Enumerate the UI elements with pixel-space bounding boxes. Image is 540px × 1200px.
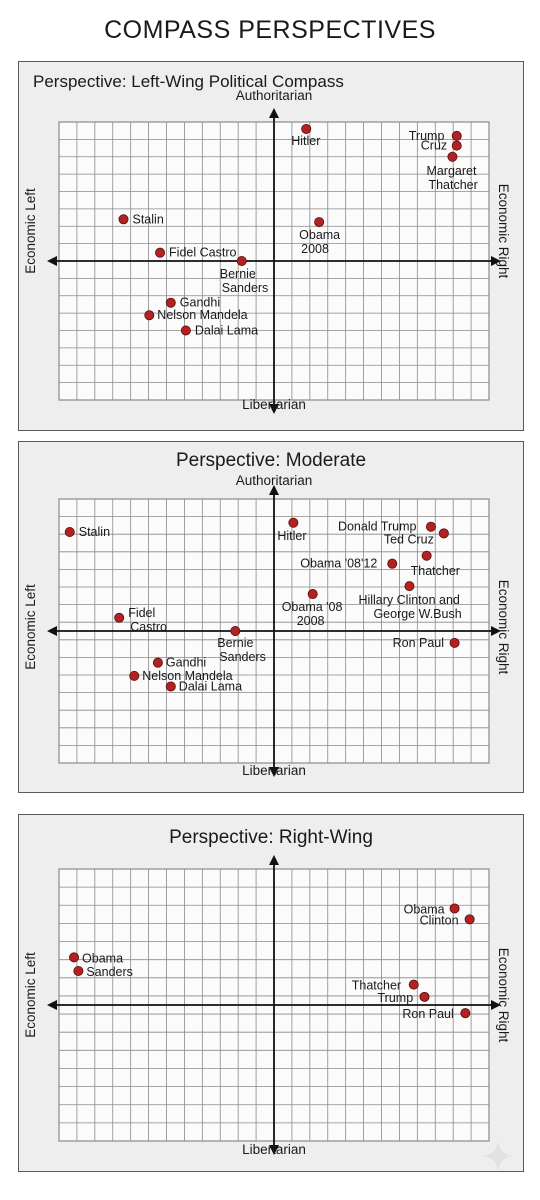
- point-label: Dalai Lama: [179, 679, 242, 693]
- data-point: [451, 140, 462, 151]
- compass-panel-left-wing: Perspective: Left-Wing Political Compass…: [18, 61, 524, 431]
- panel-title: Perspective: Right-Wing: [169, 827, 373, 848]
- axis-label-bottom: Libertarian: [242, 397, 306, 412]
- data-point: [152, 657, 163, 668]
- data-point: [64, 527, 75, 538]
- axes: [47, 855, 501, 1155]
- point-label: Fidel Castro: [128, 606, 167, 634]
- point-label: Gandhi: [166, 656, 206, 670]
- point-label: Dalai Lama: [195, 324, 258, 338]
- point-label: Clinton: [420, 913, 459, 927]
- point-label: Sanders: [86, 965, 133, 979]
- compass-chart-moderate: Authoritarian Libertarian Economic Left Eco…: [23, 473, 511, 778]
- point-label: Ron Paul: [402, 1007, 453, 1021]
- point-label: Stalin: [133, 212, 164, 226]
- data-point: [118, 214, 129, 225]
- data-point: [419, 991, 430, 1002]
- data-point: [230, 625, 241, 636]
- data-point: [451, 130, 462, 141]
- data-point: [438, 528, 449, 539]
- sparkle-icon: [482, 1140, 514, 1172]
- data-point: [421, 550, 432, 561]
- data-point: [464, 914, 475, 925]
- point-label: Thatcher: [352, 979, 401, 993]
- data-point: [449, 637, 460, 648]
- axis-label-right: Economic Right: [496, 580, 511, 675]
- point-label: Thatcher: [411, 564, 460, 578]
- panel-title: Perspective: Left-Wing Political Compass: [33, 72, 344, 91]
- axes: [47, 108, 501, 414]
- compass-chart-right-wing: Libertarian Economic Left Economic Right Ob…: [23, 855, 511, 1157]
- point-label: Gandhi: [180, 296, 220, 310]
- axes: [47, 485, 501, 777]
- page-title: COMPASS PERSPECTIVES: [104, 16, 436, 44]
- data-point: [449, 903, 460, 914]
- point-label: Cruz: [421, 139, 447, 153]
- point-label: Obama '08'12: [300, 557, 377, 571]
- point-label: Obama 2008: [299, 228, 340, 256]
- point-label: Nelson Mandela: [142, 669, 232, 683]
- data-point: [301, 123, 312, 134]
- data-point: [165, 681, 176, 692]
- axis-label-left: Economic Left: [23, 952, 38, 1038]
- point-label: Margaret Thatcher: [426, 164, 477, 192]
- axis-label-top: Authoritarian: [236, 473, 313, 488]
- axis-label-left: Economic Left: [23, 188, 38, 274]
- compass-panel-right-wing: Perspective: Right-Wing Libertarian Econo…: [18, 814, 524, 1172]
- data-point: [180, 325, 191, 336]
- data-point: [425, 521, 436, 532]
- point-label: Hitler: [277, 529, 306, 543]
- axis-label-right: Economic Right: [496, 184, 511, 279]
- axis-label-right: Economic Right: [496, 948, 511, 1043]
- data-point: [314, 217, 325, 228]
- point-label: Fidel Castro: [169, 246, 236, 260]
- data-point: [155, 247, 166, 258]
- data-point: [408, 979, 419, 990]
- point-label: Hitler: [291, 134, 320, 148]
- point-label: Nelson Mandela: [157, 308, 247, 322]
- data-point: [73, 965, 84, 976]
- data-point: [144, 310, 155, 321]
- data-point: [307, 589, 318, 600]
- point-label: Stalin: [79, 525, 110, 539]
- point-label: Trump: [378, 991, 414, 1005]
- point-label: Bernie Sanders: [217, 636, 266, 664]
- data-point: [387, 558, 398, 569]
- data-point: [288, 517, 299, 528]
- point-label: Obama '08 2008: [282, 600, 343, 628]
- point-label: Donald Trump: [338, 520, 417, 534]
- compass-chart-left-wing: Authoritarian Libertarian Economic Left Eco…: [23, 88, 511, 414]
- panel-title: Perspective: Moderate: [175, 450, 367, 471]
- data-point: [69, 952, 80, 963]
- point-label: Obama: [82, 951, 123, 965]
- point-label: Ron Paul: [393, 636, 444, 650]
- axis-label-bottom: Libertarian: [242, 763, 306, 778]
- axis-label-bottom: Libertarian: [242, 1142, 306, 1157]
- point-label: Obama: [404, 902, 445, 916]
- compass-panel-moderate: Perspective: Moderate Authoritarian Liber…: [18, 441, 524, 793]
- point-label: Hillary Clinton and George W.Bush: [358, 593, 461, 621]
- point-label: Trump: [409, 129, 445, 143]
- point-label: Bernie Sanders: [220, 267, 269, 295]
- axis-label-top: Authoritarian: [236, 88, 313, 103]
- data-point: [236, 255, 247, 266]
- data-point: [165, 297, 176, 308]
- data-point: [460, 1008, 471, 1019]
- data-point: [114, 612, 125, 623]
- point-label: Ted Cruz: [384, 532, 434, 546]
- axis-label-left: Economic Left: [23, 584, 38, 670]
- data-point: [447, 151, 458, 162]
- data-point: [404, 581, 415, 592]
- data-point: [129, 670, 140, 681]
